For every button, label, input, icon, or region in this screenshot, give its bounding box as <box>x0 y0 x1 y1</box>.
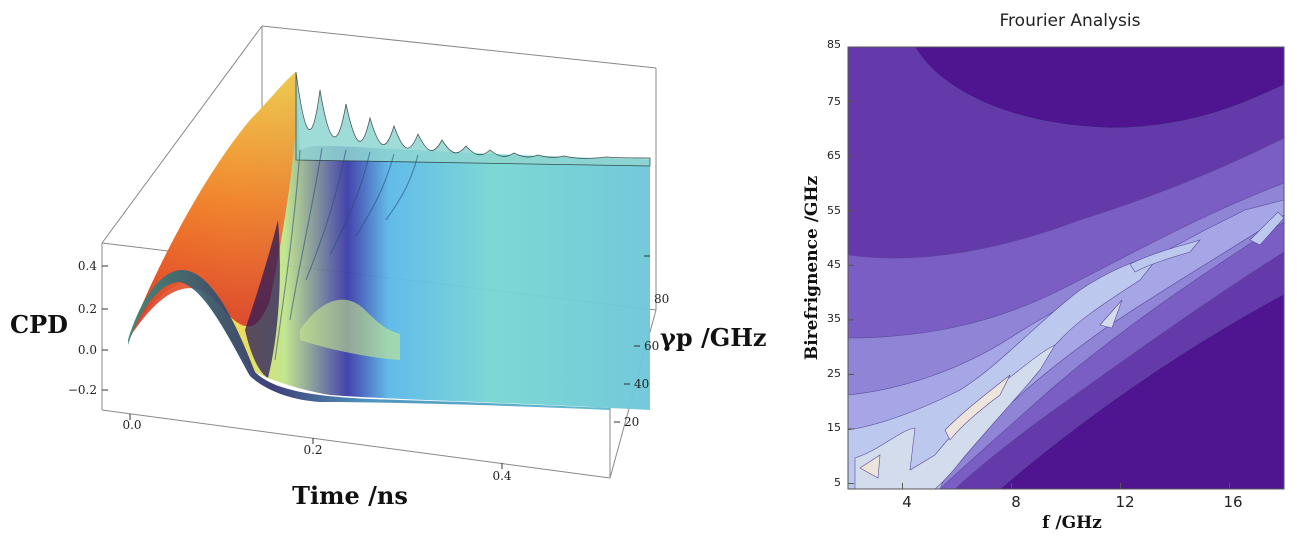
contour-y-axis: 85 75 65 55 45 35 25 15 5 Birefrignence … <box>802 38 854 489</box>
contour-y-tick-65: 65 <box>827 149 841 162</box>
contour-title: Frourier Analysis <box>1000 11 1141 31</box>
contour-x-axis: 4 8 12 16 f /GHz <box>902 483 1242 533</box>
contour-regions <box>848 47 1284 489</box>
contour-y-tick-45: 45 <box>827 258 841 271</box>
contour-x-tick-12: 12 <box>1115 493 1134 511</box>
contour-y-tick-85: 85 <box>827 38 841 51</box>
contour-y-tick-25: 25 <box>827 367 841 380</box>
contour-y-axis-label: Birefrignence /GHz <box>802 176 822 361</box>
contour-x-tick-8: 8 <box>1011 493 1021 511</box>
contour-y-tick-5: 5 <box>834 476 841 489</box>
contour-y-tick-75: 75 <box>827 95 841 108</box>
contour-x-tick-4: 4 <box>902 493 912 511</box>
contour-y-tick-35: 35 <box>827 312 841 325</box>
contour-x-axis-label: f /GHz <box>1042 513 1102 533</box>
contour-x-tick-16: 16 <box>1223 493 1242 511</box>
contour-y-tick-15: 15 <box>827 421 841 434</box>
contour-y-tick-55: 55 <box>827 204 841 217</box>
